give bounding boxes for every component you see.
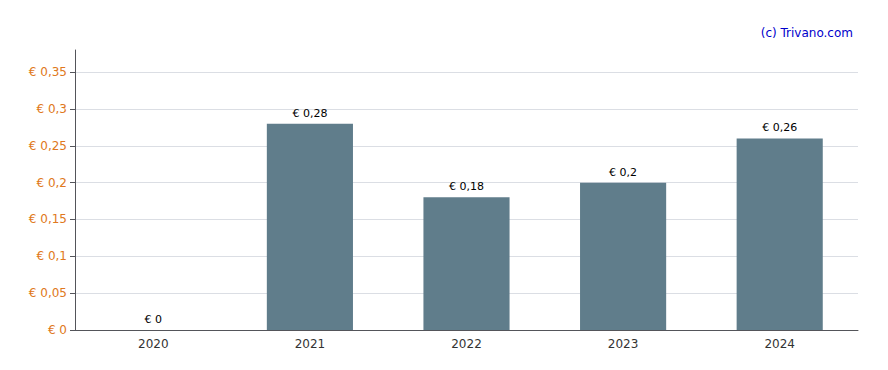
- svg-text:2021: 2021: [295, 337, 326, 351]
- svg-text:€ 0,3: € 0,3: [36, 102, 67, 116]
- svg-text:€ 0,15: € 0,15: [29, 212, 67, 226]
- svg-text:2024: 2024: [764, 337, 795, 351]
- svg-text:€ 0,26: € 0,26: [762, 121, 797, 134]
- svg-text:2022: 2022: [451, 337, 482, 351]
- svg-text:2023: 2023: [608, 337, 639, 351]
- svg-text:€ 0: € 0: [48, 323, 67, 337]
- svg-text:€ 0,1: € 0,1: [36, 249, 67, 263]
- svg-text:€ 0,25: € 0,25: [29, 139, 67, 153]
- svg-text:(c) Trivano.com: (c) Trivano.com: [761, 26, 853, 40]
- svg-text:€ 0,2: € 0,2: [609, 166, 637, 179]
- svg-text:€ 0,18: € 0,18: [449, 180, 484, 193]
- svg-text:€ 0,2: € 0,2: [36, 176, 67, 190]
- svg-text:€ 0,35: € 0,35: [29, 65, 67, 79]
- svg-text:2020: 2020: [138, 337, 169, 351]
- svg-text:€ 0,05: € 0,05: [29, 286, 67, 300]
- svg-text:€ 0: € 0: [145, 313, 163, 326]
- svg-text:€ 0,28: € 0,28: [292, 107, 327, 120]
